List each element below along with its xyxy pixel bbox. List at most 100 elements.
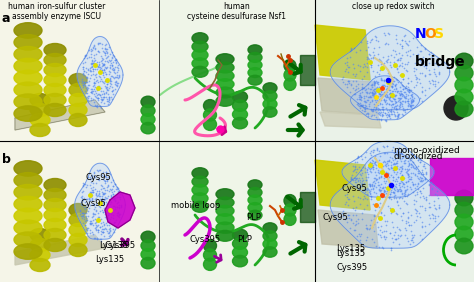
Ellipse shape xyxy=(14,47,42,62)
Ellipse shape xyxy=(14,35,42,50)
Ellipse shape xyxy=(233,247,247,258)
Ellipse shape xyxy=(203,258,217,270)
Ellipse shape xyxy=(69,83,87,96)
Ellipse shape xyxy=(248,195,262,205)
Ellipse shape xyxy=(284,213,296,225)
Polygon shape xyxy=(330,26,450,110)
Polygon shape xyxy=(315,25,370,80)
Text: b: b xyxy=(2,153,11,166)
Ellipse shape xyxy=(192,50,208,60)
Text: human iron-sulfur cluster
assembly enzyme ISCU: human iron-sulfur cluster assembly enzym… xyxy=(8,2,106,21)
Text: S: S xyxy=(434,27,444,41)
Text: Lys135: Lys135 xyxy=(100,241,128,250)
Ellipse shape xyxy=(455,77,473,93)
Polygon shape xyxy=(318,210,378,248)
Ellipse shape xyxy=(216,79,234,90)
Ellipse shape xyxy=(30,124,50,136)
Ellipse shape xyxy=(192,184,208,195)
Ellipse shape xyxy=(69,103,87,116)
Text: Cys95: Cys95 xyxy=(341,184,367,193)
Polygon shape xyxy=(342,141,434,197)
Ellipse shape xyxy=(69,113,87,127)
Ellipse shape xyxy=(203,109,217,121)
Ellipse shape xyxy=(44,83,66,96)
Ellipse shape xyxy=(248,68,262,78)
Ellipse shape xyxy=(248,188,262,197)
Ellipse shape xyxy=(44,63,66,76)
Ellipse shape xyxy=(14,232,42,247)
Circle shape xyxy=(444,96,468,120)
Text: Cys95: Cys95 xyxy=(85,173,111,182)
Polygon shape xyxy=(315,160,370,210)
Ellipse shape xyxy=(233,91,247,103)
Text: a: a xyxy=(2,12,10,25)
Text: human
cysteine desulfurase Nsf1: human cysteine desulfurase Nsf1 xyxy=(188,2,286,21)
Ellipse shape xyxy=(216,70,234,81)
Polygon shape xyxy=(300,192,315,222)
Text: O: O xyxy=(424,27,436,41)
Ellipse shape xyxy=(284,204,296,216)
Text: di-oxidized: di-oxidized xyxy=(393,152,443,161)
Text: PLP: PLP xyxy=(246,213,261,222)
Ellipse shape xyxy=(69,74,87,87)
Text: Cys395: Cys395 xyxy=(337,263,368,272)
Ellipse shape xyxy=(14,184,42,200)
Polygon shape xyxy=(318,78,378,115)
Ellipse shape xyxy=(30,94,50,107)
Ellipse shape xyxy=(69,94,87,107)
Ellipse shape xyxy=(455,65,473,81)
Ellipse shape xyxy=(455,238,473,254)
Polygon shape xyxy=(15,235,105,265)
Ellipse shape xyxy=(141,249,155,260)
Ellipse shape xyxy=(141,105,155,116)
Ellipse shape xyxy=(14,244,42,259)
Text: Cys95: Cys95 xyxy=(81,199,106,208)
Ellipse shape xyxy=(30,103,50,116)
Polygon shape xyxy=(315,0,474,141)
Ellipse shape xyxy=(14,58,42,74)
Ellipse shape xyxy=(216,197,234,208)
Polygon shape xyxy=(315,141,474,282)
Ellipse shape xyxy=(233,229,247,241)
Ellipse shape xyxy=(44,239,66,252)
Ellipse shape xyxy=(141,96,155,107)
Ellipse shape xyxy=(216,54,234,65)
Text: Cys395: Cys395 xyxy=(190,235,221,244)
Text: Cys395: Cys395 xyxy=(104,241,136,250)
Ellipse shape xyxy=(455,226,473,242)
Ellipse shape xyxy=(44,199,66,212)
Ellipse shape xyxy=(284,60,296,72)
Ellipse shape xyxy=(30,259,50,272)
Ellipse shape xyxy=(141,114,155,125)
Polygon shape xyxy=(316,25,371,80)
Ellipse shape xyxy=(248,60,262,70)
Ellipse shape xyxy=(14,70,42,86)
Ellipse shape xyxy=(233,109,247,120)
Ellipse shape xyxy=(14,208,42,224)
Ellipse shape xyxy=(203,100,217,112)
Text: Lys135: Lys135 xyxy=(337,244,365,253)
Polygon shape xyxy=(330,152,450,248)
Ellipse shape xyxy=(216,87,234,98)
Ellipse shape xyxy=(192,176,208,187)
Ellipse shape xyxy=(216,230,234,241)
Ellipse shape xyxy=(455,214,473,230)
Text: Cys95: Cys95 xyxy=(322,213,348,222)
Ellipse shape xyxy=(30,248,50,261)
Ellipse shape xyxy=(30,113,50,127)
Ellipse shape xyxy=(44,228,66,241)
Ellipse shape xyxy=(141,257,155,269)
Ellipse shape xyxy=(30,239,50,252)
Polygon shape xyxy=(316,160,371,210)
Ellipse shape xyxy=(141,240,155,251)
Ellipse shape xyxy=(141,231,155,243)
Ellipse shape xyxy=(233,100,247,111)
Ellipse shape xyxy=(44,43,66,56)
Ellipse shape xyxy=(455,202,473,218)
Text: mono-oxidized: mono-oxidized xyxy=(393,146,460,155)
Ellipse shape xyxy=(192,41,208,52)
Ellipse shape xyxy=(248,52,262,62)
Ellipse shape xyxy=(44,94,66,107)
Ellipse shape xyxy=(263,231,277,241)
Ellipse shape xyxy=(69,204,87,217)
